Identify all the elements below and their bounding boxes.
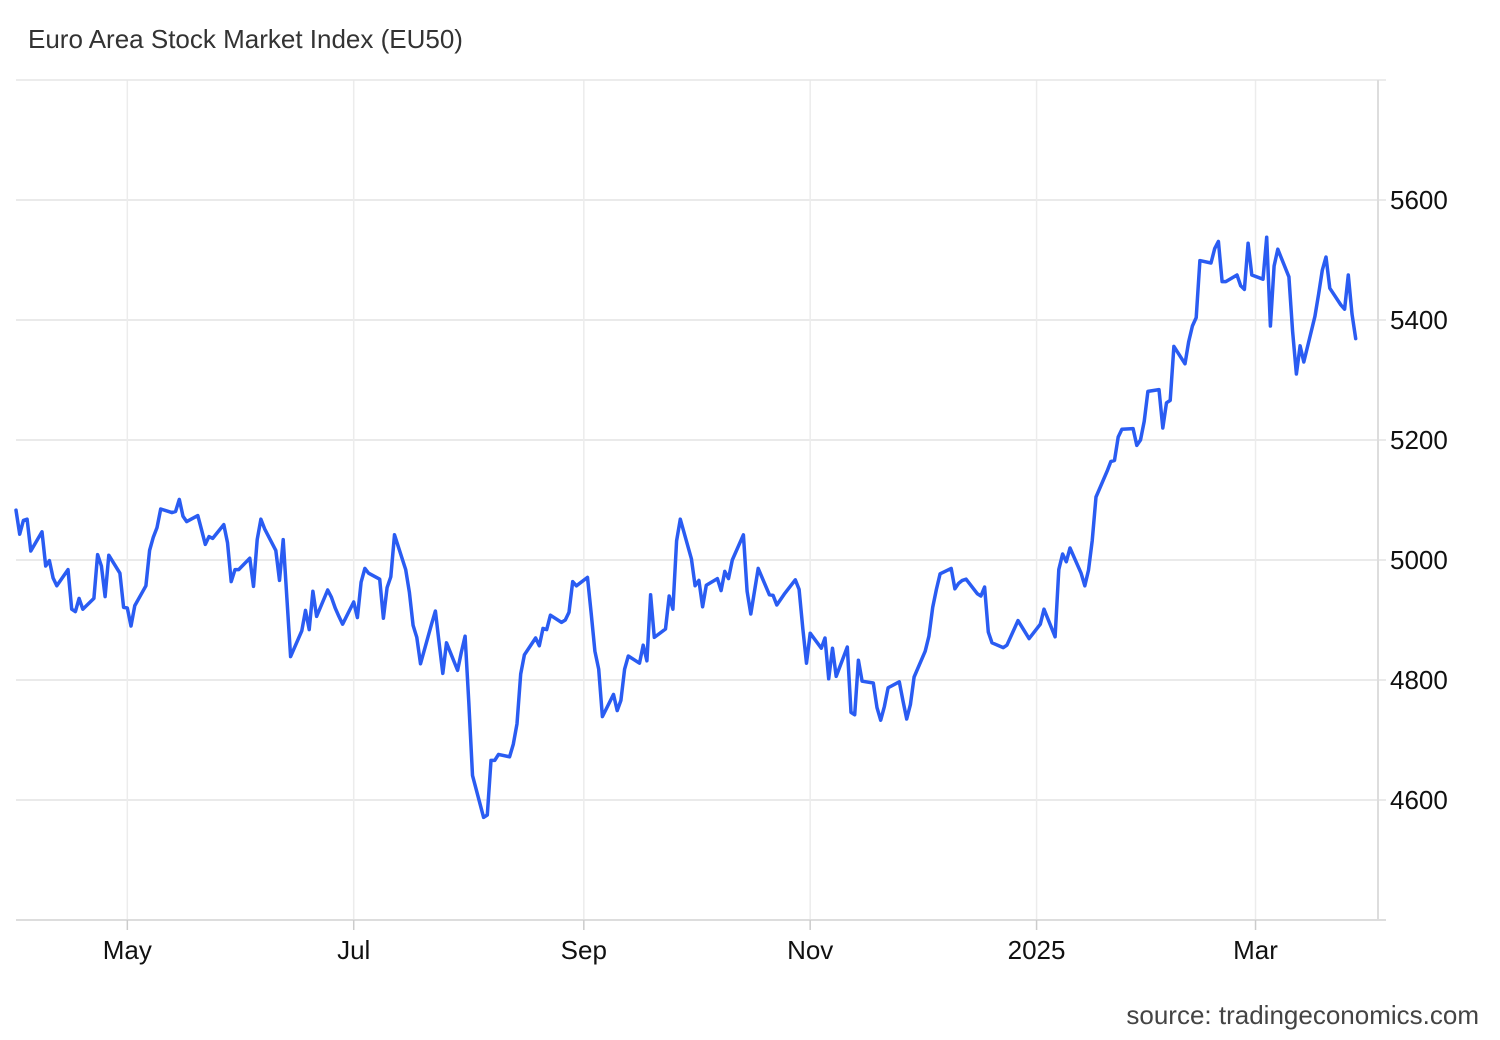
x-tick-label: Sep xyxy=(561,935,607,965)
chart-title: Euro Area Stock Market Index (EU50) xyxy=(28,24,463,54)
y-axis-tick-labels: 4600 4800 5000 5200 5400 5600 xyxy=(1390,185,1448,815)
series-line xyxy=(14,235,1358,820)
y-tick-label: 4800 xyxy=(1390,665,1448,695)
y-tick-label: 5000 xyxy=(1390,545,1448,575)
y-tick-label: 5400 xyxy=(1390,305,1448,335)
y-tick-label: 5200 xyxy=(1390,425,1448,455)
x-axis-tick-labels: May Jul Sep Nov 2025 Mar xyxy=(103,935,1278,965)
x-gridlines xyxy=(126,80,1257,920)
source-credit: source: tradingeconomics.com xyxy=(1126,1000,1479,1030)
y-tick-label: 4600 xyxy=(1390,785,1448,815)
x-tick-label: May xyxy=(103,935,152,965)
y-tick-label: 5600 xyxy=(1390,185,1448,215)
x-tick-label: Nov xyxy=(787,935,833,965)
y-gridlines xyxy=(16,199,1386,801)
x-tick-label: Mar xyxy=(1233,935,1278,965)
x-axis-ticks xyxy=(126,920,1257,930)
x-tick-label: Jul xyxy=(337,935,370,965)
x-tick-label: 2025 xyxy=(1008,935,1066,965)
series-layer xyxy=(14,235,1358,820)
